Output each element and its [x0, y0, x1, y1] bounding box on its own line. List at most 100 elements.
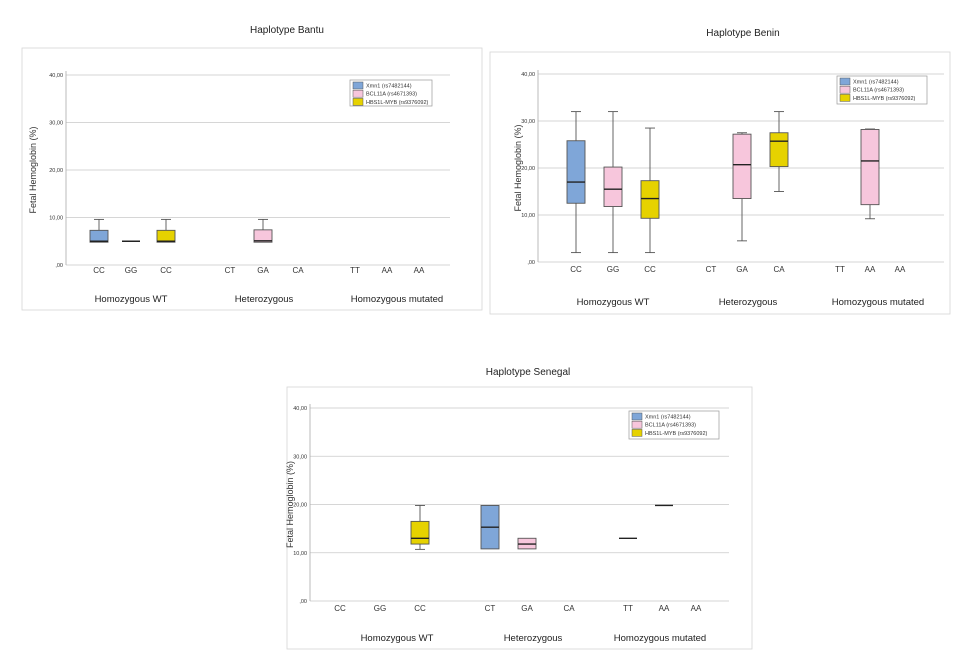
category-label: CC — [414, 604, 426, 613]
box-cc — [566, 111, 586, 254]
legend-entry: HBS1L-MYB (rs9376092) — [853, 96, 916, 102]
box-rect — [89, 229, 109, 243]
category-label: CC — [334, 604, 346, 613]
y-tick-label: 40,00 — [521, 72, 535, 78]
panel-benin: Haplotype Benin 40,00 30,00 20,00 10,00 ,00 Fe… — [489, 28, 951, 315]
category-label: TT — [350, 266, 360, 275]
category-label: CT — [225, 266, 236, 275]
legend-entry: Xmn1 (rs7482144) — [853, 80, 899, 86]
y-tick-label: 20,00 — [293, 503, 307, 509]
box-ga — [732, 132, 752, 242]
legend-swatch — [631, 429, 643, 437]
category-label: GG — [374, 604, 386, 613]
box-rect — [860, 129, 880, 206]
category-label: CC — [644, 265, 656, 274]
group-label: Homozygous mutated — [832, 297, 924, 308]
category-label: TT — [835, 265, 845, 274]
y-tick-label: ,00 — [55, 263, 63, 269]
box-ct — [480, 505, 500, 550]
legend-swatch — [352, 89, 364, 98]
legend-entry: Xmn1 (rs7482144) — [366, 84, 412, 90]
box-ga — [517, 537, 537, 550]
legend-entry: Xmn1 (rs7482144) — [645, 415, 691, 421]
category-label: GG — [607, 265, 619, 274]
y-axis-label: Fetal Hemoglobin (%) — [513, 124, 523, 211]
legend: Xmn1 (rs7482144) BCL11A (rs4671393) HBS1L-… — [836, 75, 928, 105]
y-tick-label: 20,00 — [521, 166, 535, 172]
group-label: Homozygous WT — [361, 633, 434, 644]
legend-swatch — [839, 94, 851, 102]
y-tick-label: 30,00 — [49, 121, 63, 127]
y-tick-label: 10,00 — [49, 216, 63, 222]
box-rect — [732, 133, 752, 200]
box-aa — [860, 128, 880, 220]
group-label: Homozygous mutated — [351, 294, 443, 305]
box-rect — [603, 166, 623, 207]
box-cc — [410, 505, 430, 550]
legend-swatch — [631, 412, 643, 421]
category-label: AA — [382, 266, 393, 275]
category-label: GA — [257, 266, 269, 275]
category-label: AA — [865, 265, 876, 274]
category-label: AA — [895, 265, 906, 274]
group-label: Homozygous mutated — [614, 633, 706, 644]
y-tick-label: 10,00 — [521, 213, 535, 219]
group-label: Homozygous WT — [95, 294, 168, 305]
legend-entry: BCL11A (rs4671393) — [853, 88, 904, 94]
y-axis-label: Fetal Hemoglobin (%) — [285, 461, 295, 548]
category-label: CC — [160, 266, 172, 275]
box-gg — [603, 111, 623, 254]
category-label: CA — [773, 265, 785, 274]
y-tick-label: 40,00 — [293, 406, 307, 412]
group-label: Heterozygous — [235, 294, 294, 305]
legend-swatch — [839, 85, 851, 94]
box-cc — [640, 127, 660, 254]
y-tick-label: 10,00 — [293, 551, 307, 557]
panel-senegal: Haplotype Senegal 40,00 30,00 20,00 10,00 ,00… — [285, 367, 753, 650]
y-tick-label: 40,00 — [49, 73, 63, 79]
box-rect — [156, 229, 176, 243]
category-label: CA — [563, 604, 575, 613]
y-axis-label: Fetal Hemoglobin (%) — [28, 126, 38, 213]
box-ga — [253, 218, 273, 243]
box-rect — [640, 180, 660, 219]
chart-title: Haplotype Senegal — [486, 367, 571, 378]
category-label: TT — [623, 604, 633, 613]
group-label: Heterozygous — [719, 297, 778, 308]
box-ca — [769, 111, 789, 192]
legend-frame — [349, 79, 433, 107]
category-label: CC — [93, 266, 105, 275]
box-cc — [156, 218, 176, 243]
legend-entry: HBS1L-MYB (rs9376092) — [366, 100, 429, 106]
box-rect — [410, 520, 430, 545]
group-label: Homozygous WT — [577, 297, 650, 308]
category-label: AA — [414, 266, 425, 275]
chart-title: Haplotype Bantu — [250, 25, 324, 36]
category-label: AA — [659, 604, 670, 613]
chart-title: Haplotype Benin — [706, 28, 779, 39]
legend: Xmn1 (rs7482144) BCL11A (rs4671393) HBS1L-… — [628, 410, 720, 440]
category-label: CT — [706, 265, 717, 274]
legend-frame — [628, 410, 720, 440]
panel-bantu: Haplotype Bantu 40,00 30,00 20,00 10,00 ,00 Fe… — [21, 25, 483, 311]
legend-entry: HBS1L-MYB (rs9376092) — [645, 431, 708, 437]
category-label: GG — [125, 266, 137, 275]
y-tick-label: 20,00 — [49, 168, 63, 174]
legend-frame — [836, 75, 928, 105]
box-rect — [769, 132, 789, 168]
category-label: CC — [570, 265, 582, 274]
legend-entry: BCL11A (rs4671393) — [366, 92, 417, 98]
chart-frame — [21, 47, 483, 311]
chart-frame — [286, 386, 753, 650]
category-label: GA — [736, 265, 748, 274]
legend: Xmn1 (rs7482144) BCL11A (rs4671393) HBS1L-… — [349, 79, 433, 107]
y-tick-label: ,00 — [527, 260, 535, 266]
y-tick-label: 30,00 — [521, 119, 535, 125]
legend-entry: BCL11A (rs4671393) — [645, 423, 696, 429]
legend-swatch — [352, 81, 364, 90]
group-label: Heterozygous — [504, 633, 563, 644]
chart-frame — [489, 51, 951, 315]
category-label: AA — [691, 604, 702, 613]
legend-swatch — [352, 98, 364, 106]
